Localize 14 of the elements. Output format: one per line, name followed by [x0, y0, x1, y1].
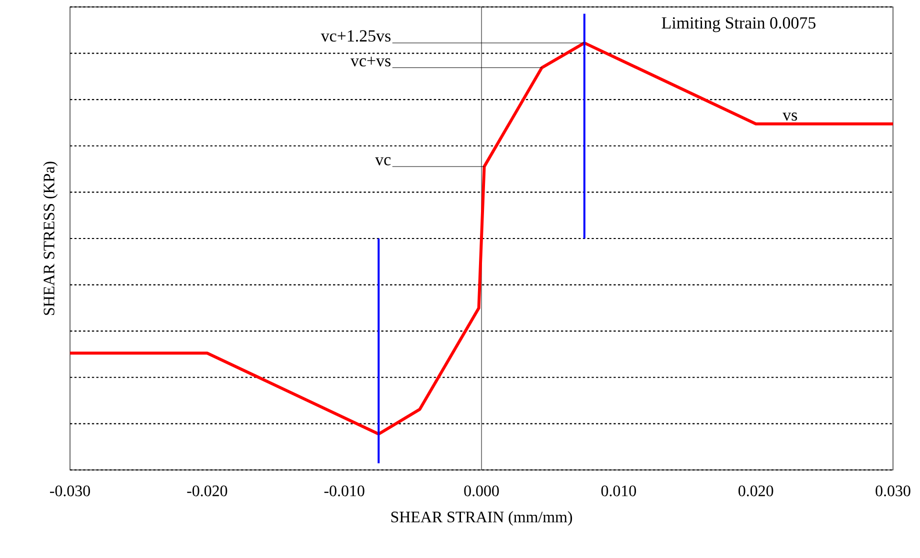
annotation: Limiting Strain 0.0075	[662, 17, 816, 32]
x-tick-label: 0.010	[601, 486, 636, 496]
annotation: vs	[782, 112, 798, 121]
x-tick-label: -0.010	[324, 486, 364, 496]
x-axis-title: SHEAR STRAIN (mm/mm)	[391, 511, 572, 526]
x-tick-label: -0.030	[50, 486, 90, 496]
x-tick-label: 0.030	[876, 486, 910, 496]
annotation: vc	[375, 157, 391, 166]
x-tick-label: 0.000	[464, 486, 499, 496]
x-tick-label: 0.020	[738, 486, 774, 496]
y-axis-title: SHEAR STRESS (KPa)	[43, 162, 58, 315]
annotation: vc+vs	[350, 56, 390, 66]
x-tick-label: -0.020	[187, 486, 228, 496]
annotation: vc+1.25vs	[320, 30, 390, 42]
